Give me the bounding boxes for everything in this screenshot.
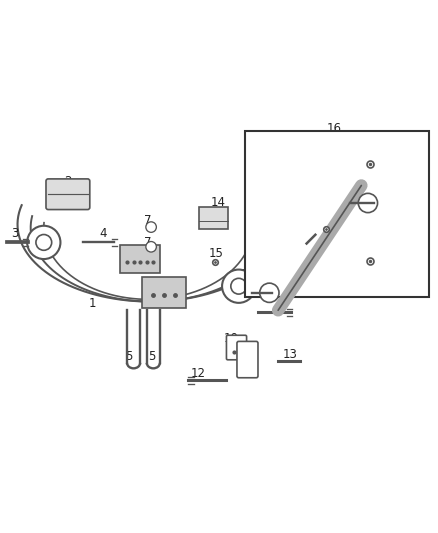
Text: 8: 8: [240, 268, 247, 281]
FancyBboxPatch shape: [237, 342, 258, 378]
Text: 7: 7: [144, 214, 152, 227]
Text: 10: 10: [223, 332, 238, 345]
Text: 15: 15: [208, 247, 223, 260]
Text: 9: 9: [280, 297, 288, 310]
Bar: [120, 245, 160, 273]
Circle shape: [146, 222, 156, 232]
Circle shape: [222, 270, 255, 303]
Text: 16: 16: [326, 122, 341, 135]
Circle shape: [231, 278, 247, 294]
Text: 5: 5: [148, 350, 155, 363]
Text: 1: 1: [88, 297, 96, 310]
Circle shape: [27, 226, 60, 259]
Bar: [142, 278, 186, 308]
FancyBboxPatch shape: [226, 335, 247, 360]
Circle shape: [146, 241, 156, 252]
Text: 19: 19: [320, 219, 335, 231]
Circle shape: [260, 283, 279, 302]
Text: 2: 2: [64, 175, 72, 188]
Text: 6: 6: [171, 288, 179, 302]
Text: 18: 18: [365, 146, 380, 159]
Text: 17: 17: [272, 280, 286, 293]
Circle shape: [358, 193, 378, 213]
Text: 7: 7: [144, 236, 152, 249]
Bar: [245, 131, 429, 297]
Text: 18: 18: [363, 251, 378, 264]
Bar: [199, 207, 228, 229]
Text: 14: 14: [210, 197, 225, 209]
Text: 3: 3: [11, 227, 18, 240]
Text: 17: 17: [276, 170, 291, 183]
FancyBboxPatch shape: [46, 179, 90, 209]
Text: 11: 11: [239, 353, 254, 366]
Text: 4: 4: [99, 227, 107, 240]
Circle shape: [36, 235, 52, 251]
Text: 12: 12: [191, 367, 205, 381]
Text: 13: 13: [283, 348, 298, 361]
Text: 5: 5: [126, 350, 133, 363]
